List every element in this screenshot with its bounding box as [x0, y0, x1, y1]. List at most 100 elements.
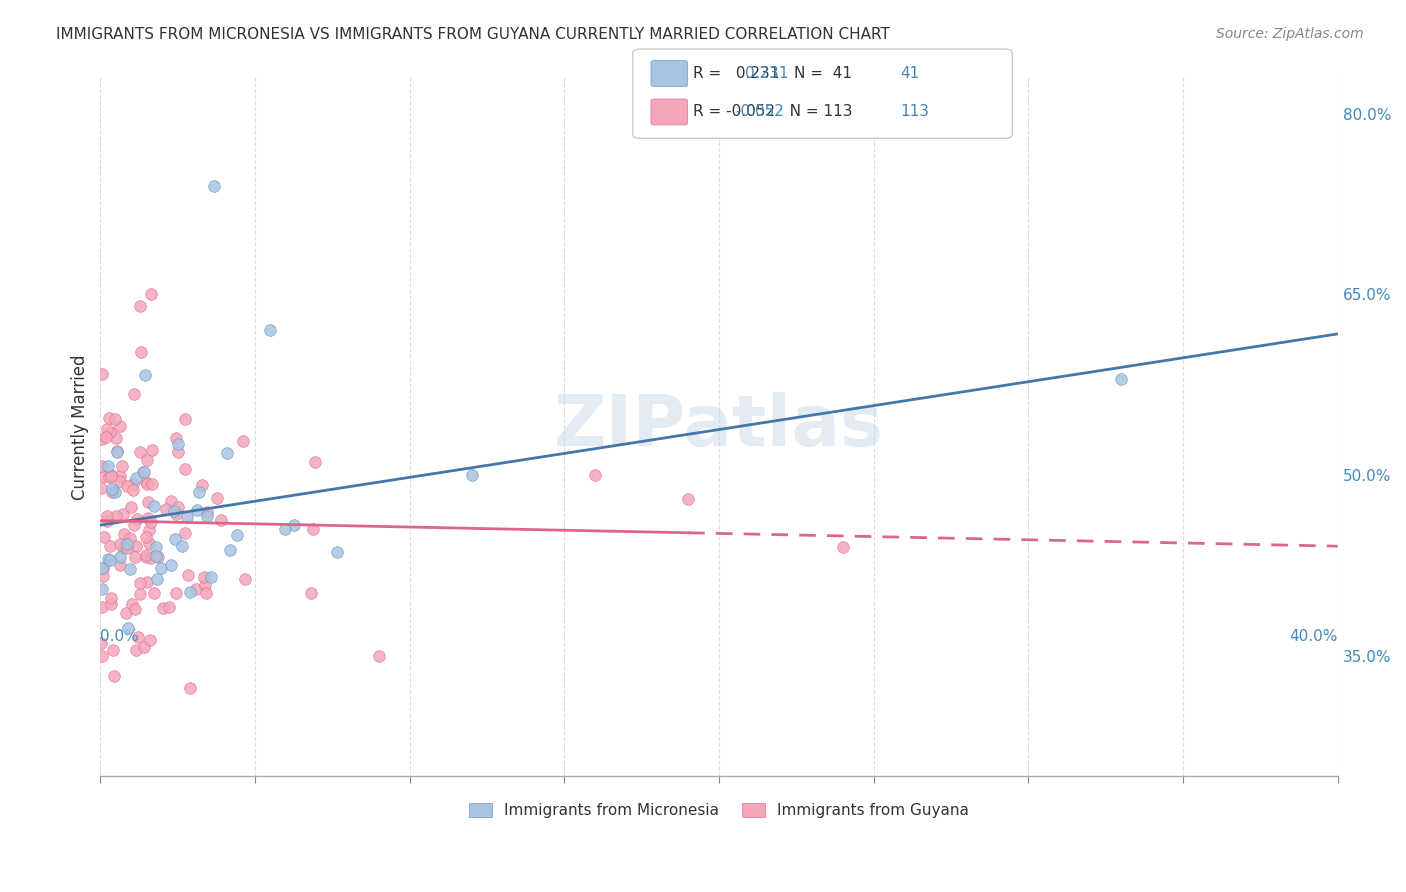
Point	[90, 636, 112, 650]
Point	[129, 344, 152, 359]
Point	[209, 513, 232, 527]
Point	[233, 572, 256, 586]
Point	[193, 570, 215, 584]
Point	[115, 537, 138, 551]
Point	[98, 425, 121, 439]
Point	[583, 468, 606, 483]
Point	[197, 506, 219, 520]
Point	[142, 586, 165, 600]
Point	[160, 494, 183, 508]
Point	[91, 568, 114, 582]
Point	[91, 560, 114, 574]
Point	[121, 500, 143, 515]
Point	[166, 500, 188, 515]
Point	[145, 540, 167, 554]
Point	[129, 445, 152, 459]
Point	[91, 560, 114, 574]
Point	[98, 552, 121, 566]
Point	[139, 287, 162, 301]
Legend: Immigrants from Micronesia, Immigrants from Guyana: Immigrants from Micronesia, Immigrants f…	[463, 797, 976, 824]
Point	[283, 517, 305, 532]
Point	[132, 640, 155, 655]
Point	[176, 509, 198, 524]
Point	[90, 482, 112, 496]
Point	[138, 510, 160, 524]
Text: R =   0.231   N =  41: R = 0.231 N = 41	[693, 66, 852, 80]
Point	[125, 471, 148, 485]
Text: 41: 41	[900, 66, 920, 80]
Point	[135, 475, 157, 490]
Point	[146, 549, 169, 564]
Text: IMMIGRANTS FROM MICRONESIA VS IMMIGRANTS FROM GUYANA CURRENTLY MARRIED CORRELATI: IMMIGRANTS FROM MICRONESIA VS IMMIGRANTS…	[56, 27, 890, 42]
Point	[91, 648, 114, 663]
Point	[124, 643, 146, 657]
Point	[184, 582, 207, 596]
Point	[135, 452, 157, 467]
Point	[104, 411, 127, 425]
Point	[145, 549, 167, 564]
Point	[141, 515, 163, 529]
Point	[90, 582, 112, 597]
Text: R = -0.052   N = 113: R = -0.052 N = 113	[693, 104, 852, 119]
Point	[110, 558, 132, 572]
Point	[104, 431, 127, 445]
Point	[112, 507, 135, 521]
Point	[179, 585, 201, 599]
Point	[141, 477, 163, 491]
Point	[225, 528, 247, 542]
Point	[91, 458, 114, 473]
Point	[174, 412, 197, 426]
Point	[218, 542, 240, 557]
Point	[179, 681, 201, 695]
Point	[105, 508, 128, 523]
Point	[200, 570, 222, 584]
Point	[127, 512, 149, 526]
Point	[90, 432, 112, 446]
Point	[1109, 371, 1132, 385]
Point	[139, 551, 162, 566]
Point	[117, 621, 139, 635]
Point	[135, 530, 157, 544]
Point	[100, 591, 122, 606]
Point	[138, 523, 160, 537]
Point	[124, 518, 146, 533]
Y-axis label: Currently Married: Currently Married	[72, 354, 89, 500]
Point	[194, 578, 217, 592]
Point	[124, 550, 146, 565]
Point	[125, 539, 148, 553]
Point	[93, 530, 115, 544]
Point	[114, 607, 136, 621]
Point	[146, 572, 169, 586]
Point	[676, 492, 699, 507]
Point	[186, 503, 208, 517]
Point	[100, 468, 122, 483]
Point	[177, 568, 200, 582]
Point	[121, 483, 143, 498]
Point	[100, 469, 122, 483]
Point	[117, 541, 139, 555]
Point	[831, 541, 853, 555]
Point	[142, 499, 165, 513]
Point	[124, 602, 146, 616]
Point	[195, 509, 218, 524]
Point	[165, 431, 187, 445]
Point	[104, 484, 127, 499]
Point	[274, 522, 297, 536]
Point	[134, 466, 156, 480]
Point	[141, 442, 163, 457]
Point	[301, 522, 323, 536]
Point	[100, 485, 122, 500]
Point	[191, 478, 214, 492]
Point	[155, 501, 177, 516]
Point	[136, 495, 159, 509]
Point	[97, 459, 120, 474]
Point	[326, 545, 349, 559]
Point	[149, 561, 172, 575]
Point	[170, 539, 193, 553]
Point	[129, 575, 152, 590]
Point	[165, 507, 187, 521]
Point	[167, 445, 190, 459]
Point	[94, 429, 117, 443]
Point	[152, 601, 174, 615]
Point	[122, 387, 145, 401]
